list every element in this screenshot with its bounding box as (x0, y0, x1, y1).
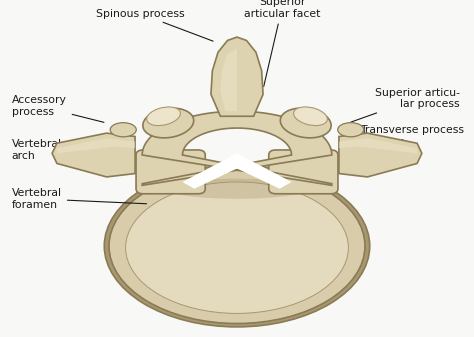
Ellipse shape (293, 107, 328, 126)
Polygon shape (339, 133, 422, 177)
Text: Superior articu-
lar process: Superior articu- lar process (351, 88, 460, 122)
Polygon shape (57, 138, 135, 153)
Ellipse shape (337, 123, 364, 137)
Ellipse shape (143, 108, 194, 138)
Text: Spinous process: Spinous process (96, 8, 213, 41)
Ellipse shape (126, 182, 348, 313)
Ellipse shape (110, 123, 137, 137)
Text: Vertebral
foramen: Vertebral foramen (12, 188, 146, 210)
Text: Superior
articular facet: Superior articular facet (244, 0, 320, 87)
Polygon shape (142, 111, 332, 185)
Polygon shape (211, 37, 263, 116)
Polygon shape (339, 138, 417, 153)
Text: Accessory
process: Accessory process (12, 95, 104, 122)
Polygon shape (182, 153, 292, 189)
Polygon shape (52, 133, 135, 177)
FancyBboxPatch shape (136, 150, 205, 194)
FancyBboxPatch shape (269, 150, 338, 194)
Ellipse shape (280, 108, 331, 138)
Ellipse shape (166, 179, 308, 199)
Polygon shape (220, 49, 237, 111)
Ellipse shape (146, 107, 181, 126)
Ellipse shape (104, 165, 370, 327)
Text: Vertebral
arch: Vertebral arch (12, 139, 123, 161)
Ellipse shape (109, 168, 365, 324)
Text: Transverse process: Transverse process (361, 125, 465, 145)
